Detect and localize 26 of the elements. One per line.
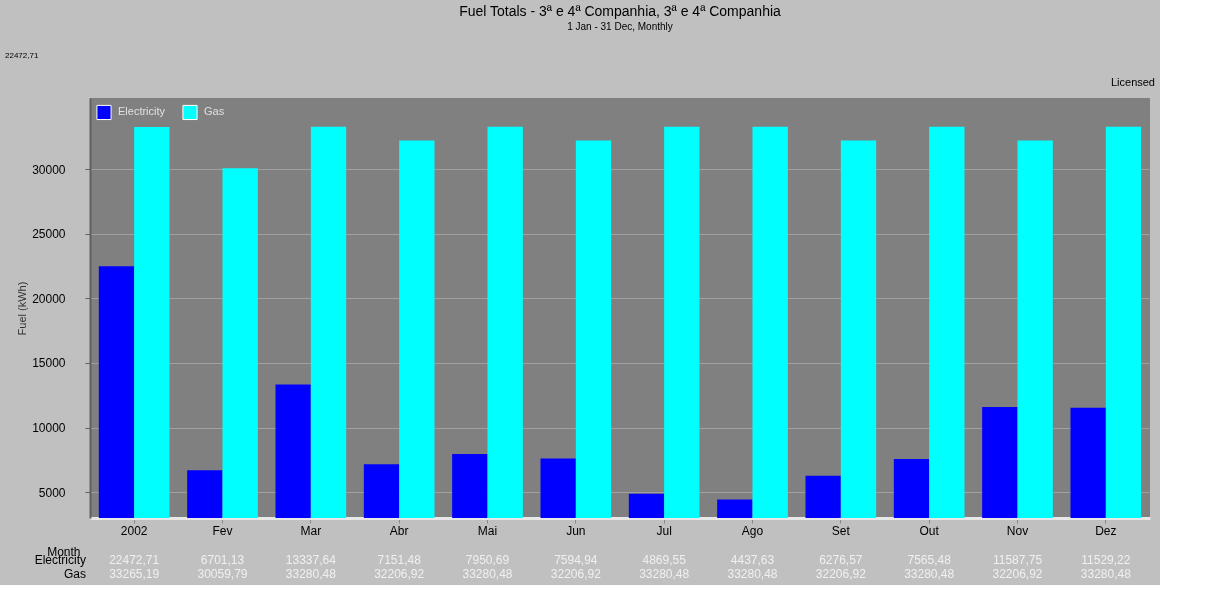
x-tick-label: Mai <box>477 523 498 538</box>
x-tick-label: Dez <box>1095 523 1117 538</box>
x-tick-label: Abr <box>389 523 409 538</box>
legend-label: Electricity <box>118 105 166 118</box>
y-tick-label: 25000 <box>32 227 66 242</box>
text: Gas <box>63 567 86 581</box>
x-tick-label: Fev <box>212 523 233 538</box>
text: Licensed <box>1110 76 1155 88</box>
x-tick-label: 2002 <box>120 523 148 538</box>
legend-label: Gas <box>204 105 225 118</box>
chart-title: Fuel Totals - 3ª e 4ª Companhia, 3ª e 4ª Companhia <box>459 3 782 19</box>
x-tick-label: Nov <box>1006 523 1029 538</box>
x-tick-label: Jul <box>656 523 672 538</box>
x-tick-label: Out <box>919 523 940 538</box>
chart-subtitle: 1 Jan - 31 Dec, Monthly <box>567 21 673 32</box>
y-tick-label: 10000 <box>32 421 66 436</box>
x-tick-label: Ago <box>741 523 764 538</box>
y-tick-label: 5000 <box>38 485 66 500</box>
x-tick-label: Jun <box>566 523 586 538</box>
y-axis-title: Fuel (kWh) <box>16 281 29 336</box>
x-tick-label: Mar <box>300 523 322 538</box>
y-tick-label: 30000 <box>32 162 66 177</box>
text: 22472,71 <box>5 51 39 60</box>
y-tick-label: 20000 <box>32 291 66 306</box>
x-tick-label: Set <box>831 523 851 538</box>
y-tick-label: 15000 <box>32 356 66 371</box>
